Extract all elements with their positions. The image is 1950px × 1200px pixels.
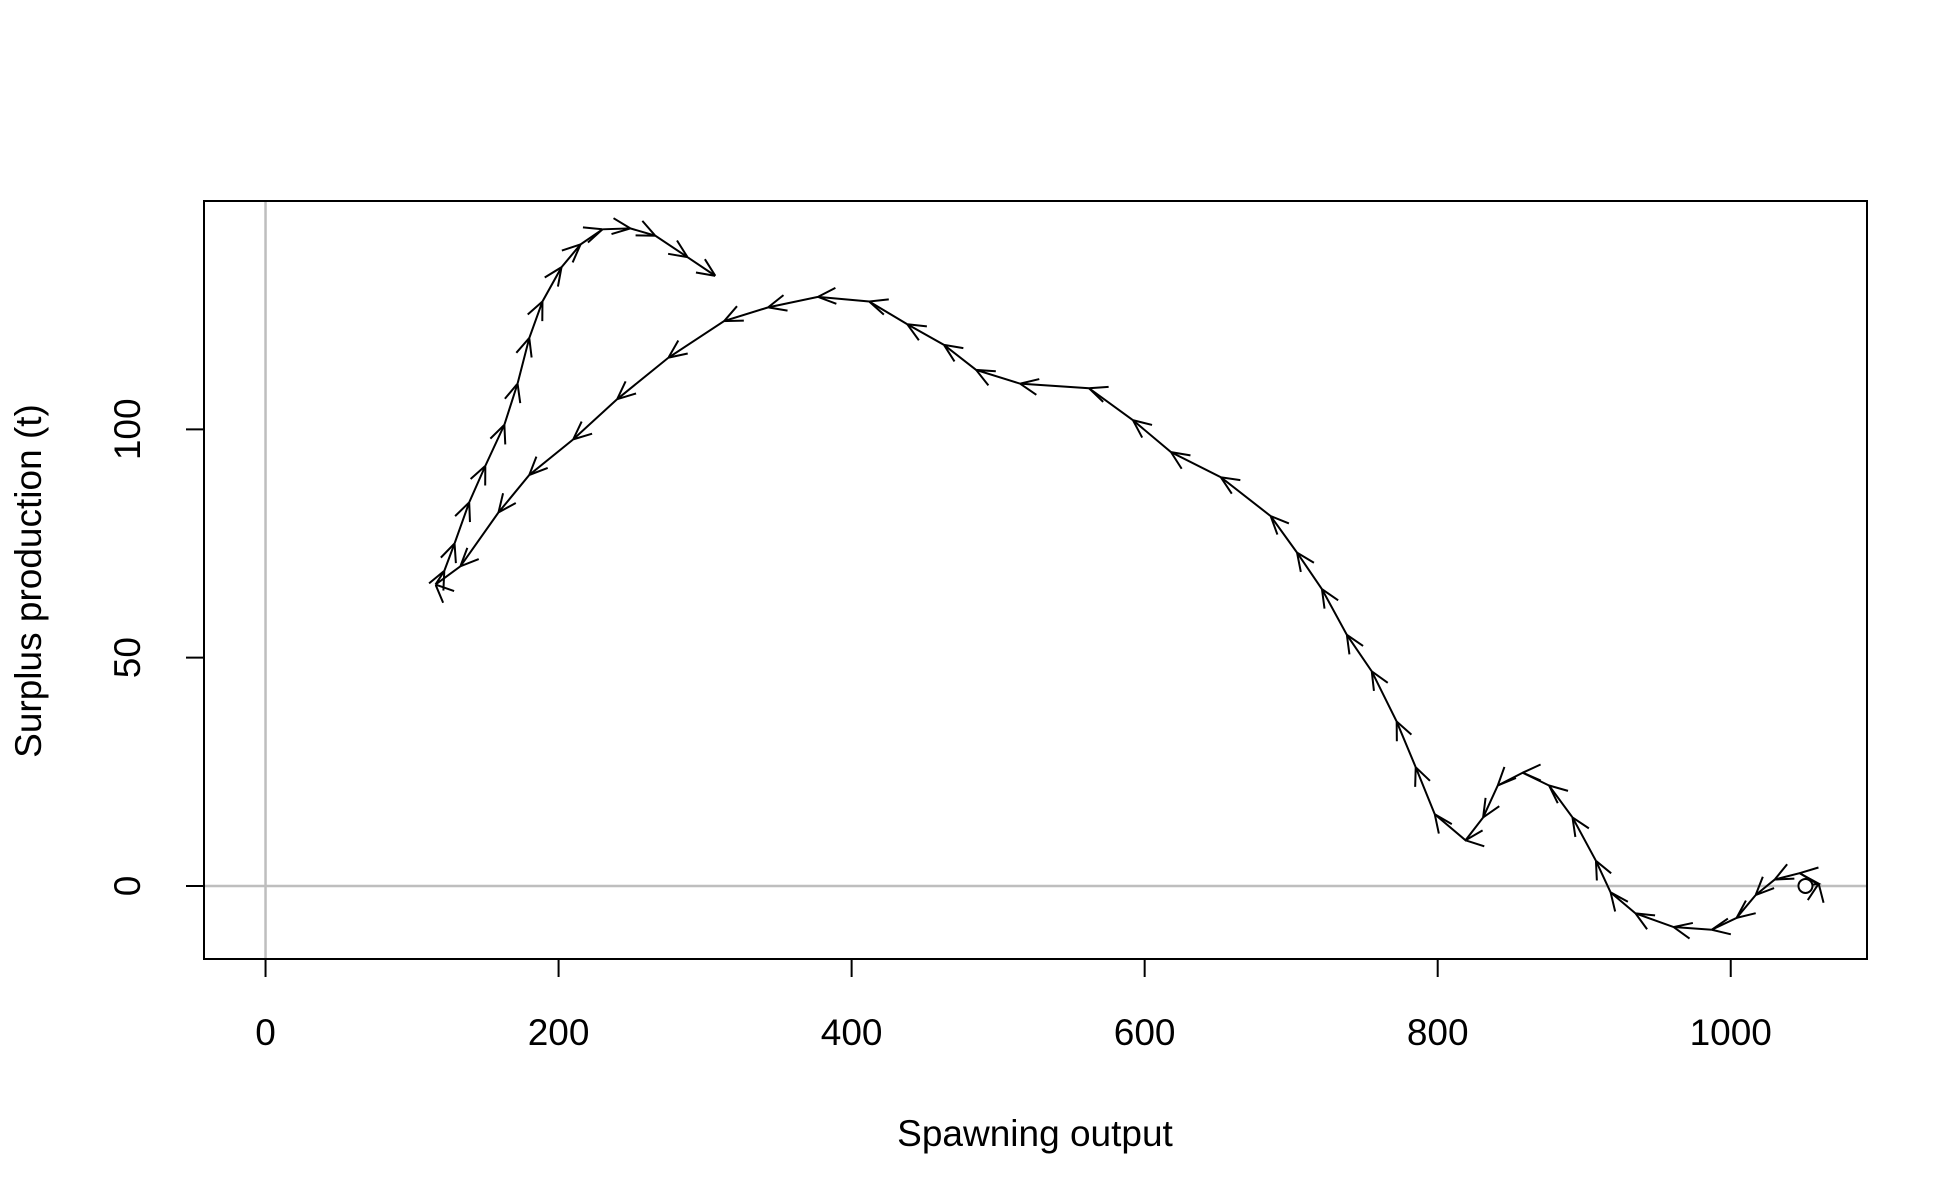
- y-axis-label: Surplus production (t): [8, 404, 49, 758]
- x-tick-label: 200: [528, 1012, 590, 1053]
- y-tick-label: 100: [107, 398, 148, 460]
- x-tick-label: 0: [255, 1012, 276, 1053]
- x-tick-label: 1000: [1690, 1012, 1772, 1053]
- x-tick-label: 800: [1407, 1012, 1469, 1053]
- x-tick-label: 400: [821, 1012, 883, 1053]
- start-point: [1797, 877, 1814, 894]
- trajectory: [436, 228, 1819, 929]
- y-tick-label: 0: [107, 876, 148, 897]
- y-tick-label: 50: [107, 637, 148, 678]
- x-axis-label: Spawning output: [897, 1113, 1173, 1154]
- plot-frame: [203, 200, 1868, 960]
- x-tick-label: 600: [1114, 1012, 1176, 1053]
